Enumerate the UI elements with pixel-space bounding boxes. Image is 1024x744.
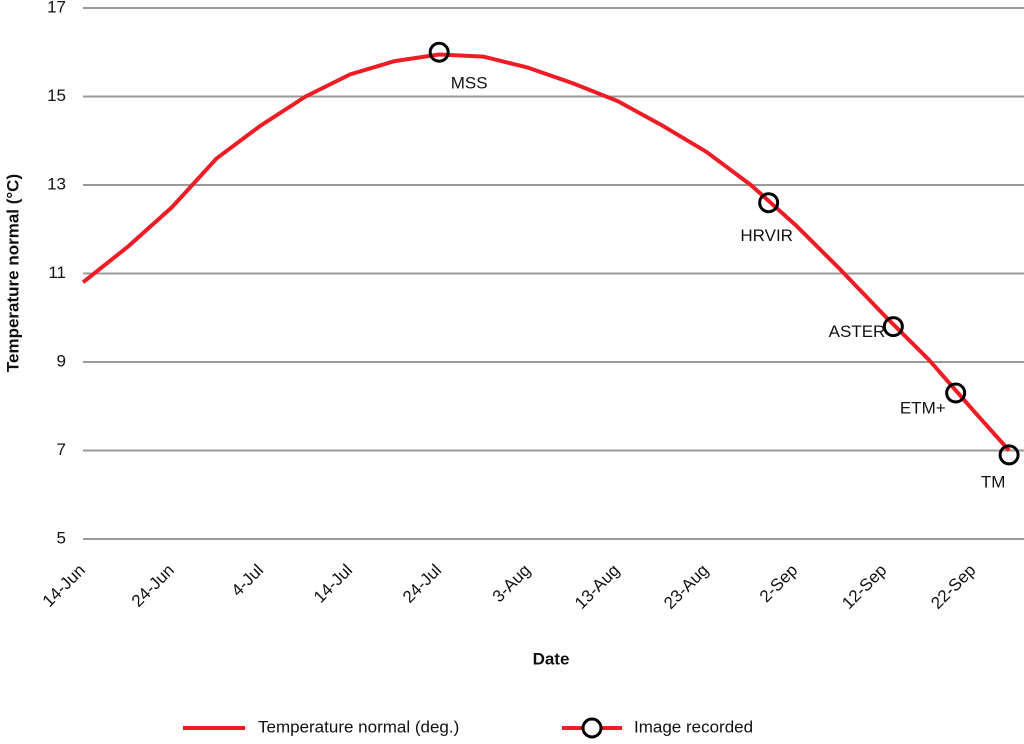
marker (882, 316, 904, 338)
y-tick-label: 17 (47, 0, 66, 16)
y-tick-label: 13 (47, 174, 66, 193)
legend-swatch (581, 717, 603, 739)
x-tick-label: 23-Aug (660, 561, 712, 613)
x-tick-label: 24-Jul (399, 561, 445, 607)
annotation: ASTER (829, 322, 886, 341)
x-tick-label: 4-Jul (228, 561, 267, 600)
annotation: HRVIR (740, 226, 793, 245)
y-tick-label: 7 (57, 440, 66, 459)
marker (428, 41, 450, 63)
marker (758, 192, 780, 214)
x-tick-label: 13-Aug (571, 561, 623, 613)
marker (945, 382, 967, 404)
line (81, 52, 1011, 452)
y-tick-label: 5 (57, 528, 66, 547)
x-tick-label: 2-Sep (756, 561, 802, 607)
marker (998, 444, 1020, 466)
legend-label: Image recorded (634, 717, 753, 736)
y-tick-label: 11 (48, 263, 66, 282)
y-tick-label: 9 (57, 351, 66, 370)
y-tick-label: 15 (47, 86, 66, 105)
x-axis-title: Date (533, 649, 570, 668)
legend-label: Temperature normal (deg.) (258, 717, 459, 736)
x-tick-label: 3-Aug (489, 561, 535, 607)
y-axis-title: Temperature normal (°C) (3, 174, 22, 372)
annotation: ETM+ (900, 398, 946, 417)
x-tick-label: 12-Sep (838, 561, 890, 613)
x-tick-label: 14-Jul (310, 561, 356, 607)
x-tick-label: 14-Jun (39, 561, 89, 611)
x-tick-label: 24-Jun (128, 561, 178, 611)
annotation: TM (981, 472, 1006, 491)
x-tick-label: 22-Sep (927, 561, 979, 613)
annotation: MSS (451, 74, 488, 93)
